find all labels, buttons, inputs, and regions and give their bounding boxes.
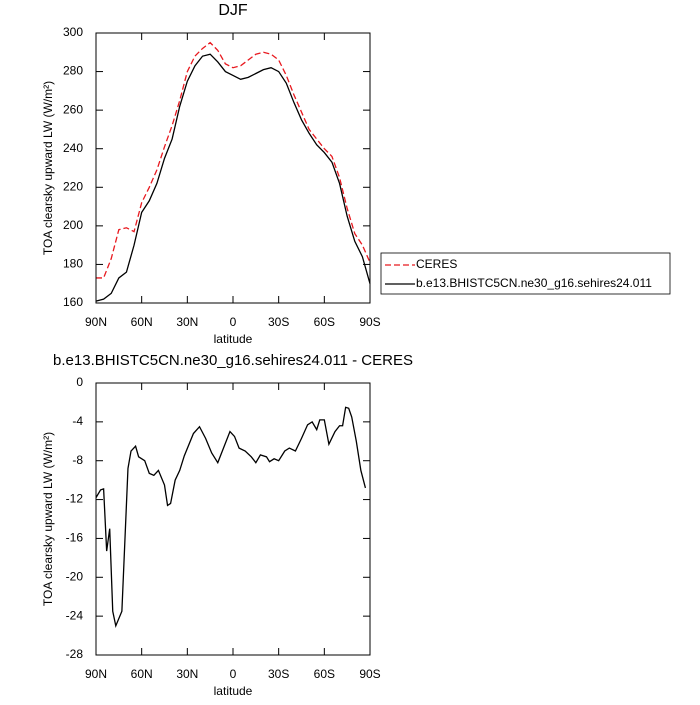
x-tick-label: 0 <box>230 667 237 681</box>
y-tick-label: 180 <box>63 257 83 271</box>
x-tick-label: 30S <box>268 315 289 329</box>
plot-frame <box>95 382 371 656</box>
x-axis-label: latitude <box>214 684 253 698</box>
y-tick-label: -24 <box>66 608 84 622</box>
data-line <box>95 406 367 629</box>
chart-title: b.e13.BHISTC5CN.ne30_g16.sehires24.011 -… <box>53 352 413 369</box>
y-tick-label: -16 <box>66 531 84 545</box>
y-tick-label: -8 <box>72 453 83 467</box>
x-tick-label: 90S <box>359 315 380 329</box>
y-tick-label: 260 <box>63 102 83 116</box>
x-tick-label: 30S <box>268 667 289 681</box>
y-tick-label: 240 <box>63 141 83 155</box>
y-tick-label: -4 <box>72 414 83 428</box>
x-axis-label: latitude <box>214 332 253 346</box>
y-tick-label: 280 <box>63 64 83 78</box>
x-tick-label: 60S <box>314 315 335 329</box>
x-tick-label: 90S <box>359 667 380 681</box>
y-tick-label: 300 <box>63 25 83 39</box>
x-tick-label: 90N <box>85 315 107 329</box>
x-tick-label: 60N <box>131 667 153 681</box>
x-tick-label: 60S <box>314 667 335 681</box>
y-tick-label: -20 <box>66 569 84 583</box>
y-tick-label: 200 <box>63 218 83 232</box>
data-line <box>96 41 371 279</box>
x-tick-label: 30N <box>176 315 198 329</box>
legend-label: b.e13.BHISTC5CN.ne30_g16.sehires24.011 <box>416 276 652 290</box>
chart-title: DJF <box>218 2 248 19</box>
x-tick-label: 60N <box>131 315 153 329</box>
y-axis-label: TOA clearsky upward LW (W/m²) <box>41 432 55 606</box>
y-tick-label: 160 <box>63 295 83 309</box>
y-tick-label: -12 <box>66 492 84 506</box>
data-line <box>95 53 371 302</box>
x-tick-label: 90N <box>85 667 107 681</box>
x-tick-label: 30N <box>176 667 198 681</box>
y-tick-label: 220 <box>63 179 83 193</box>
y-tick-label: 0 <box>76 375 83 389</box>
legend-label: CERES <box>416 257 457 271</box>
plot-frame <box>95 32 371 304</box>
y-axis-label: TOA clearsky upward LW (W/m²) <box>41 81 55 255</box>
x-tick-label: 0 <box>230 315 237 329</box>
legend-box <box>380 252 671 295</box>
y-tick-label: -28 <box>66 647 84 661</box>
